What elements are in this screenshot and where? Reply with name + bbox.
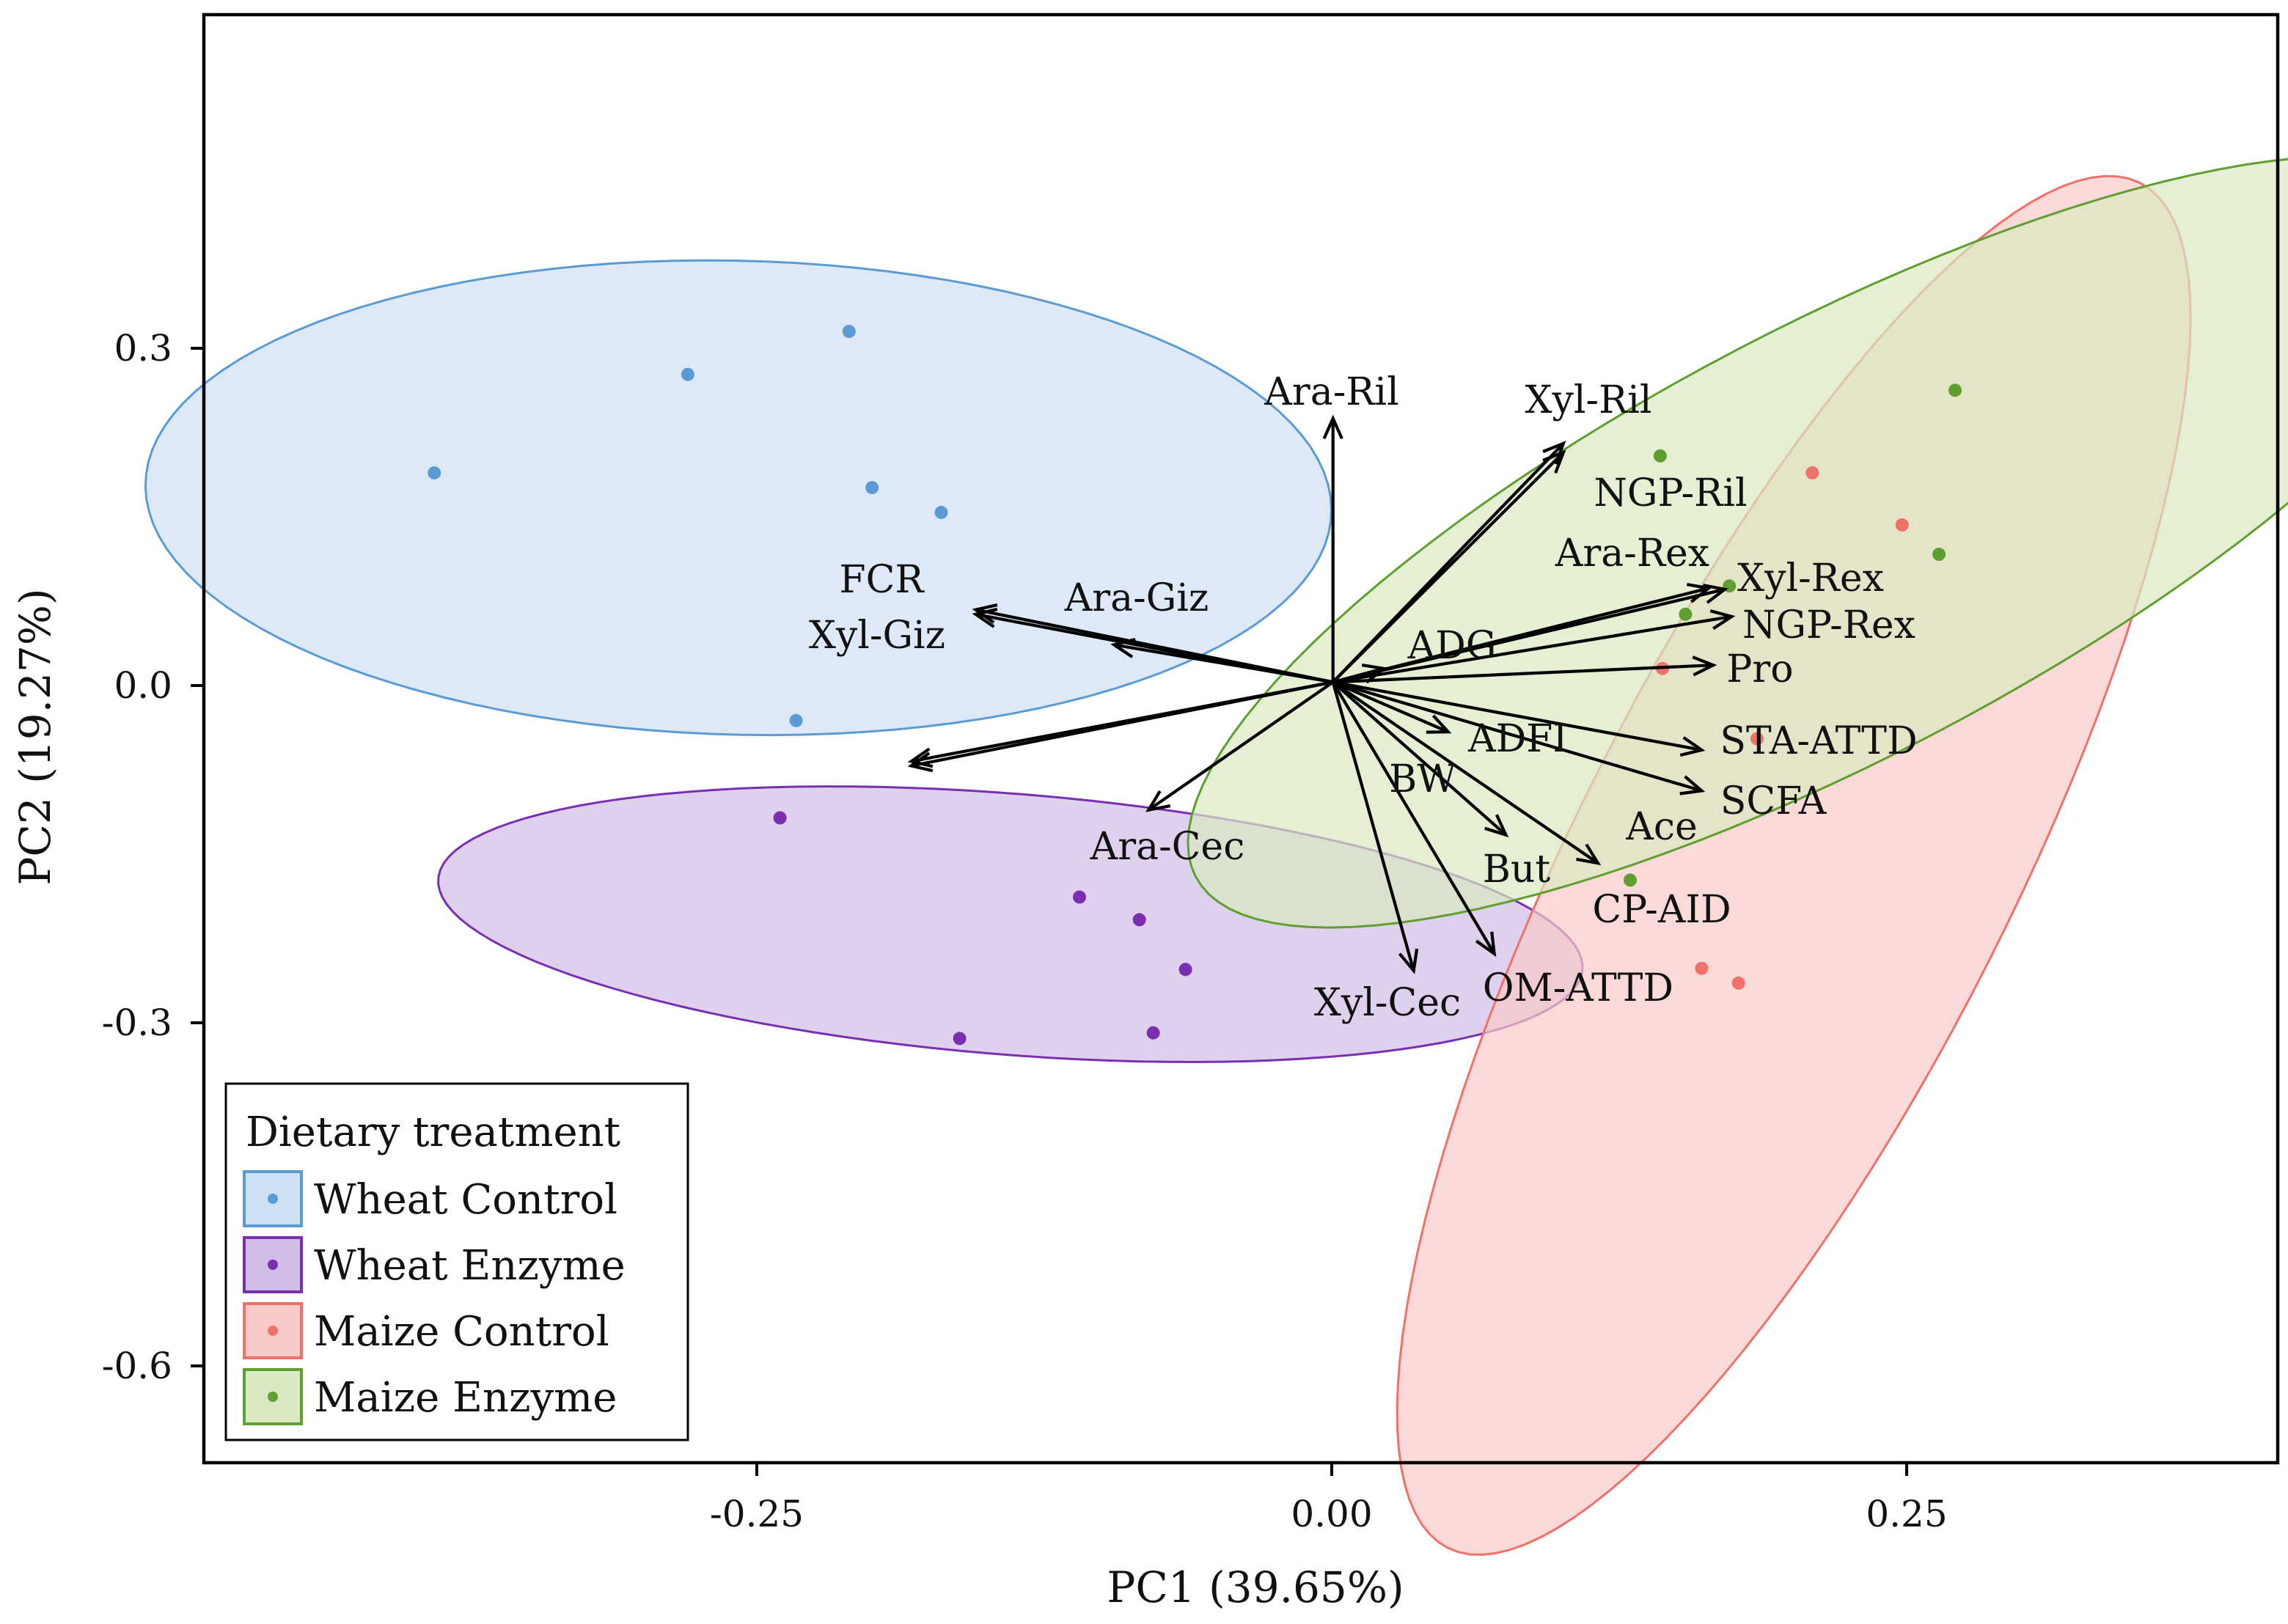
loading-label-cp-aid: Xyl-Cec (1314, 981, 1461, 1025)
point-wheat-enzyme (1178, 963, 1192, 977)
point-wheat-control (865, 481, 879, 494)
confidence-ellipses (144, 158, 2288, 1557)
loading-arrow-sta-attd (1332, 680, 1706, 757)
y-tick-label: 0.3 (114, 327, 172, 370)
point-maize-enzyme (1653, 449, 1667, 463)
point-maize-enzyme (1679, 607, 1693, 621)
score-points (428, 325, 1962, 1046)
loading-arrow-scfa (1332, 680, 1706, 796)
loading-arrow-ngp-ril (1332, 449, 1566, 683)
legend-swatch-dot (268, 1260, 278, 1270)
point-wheat-control (428, 466, 441, 480)
loading-arrow-pro (1332, 655, 1717, 684)
loading-label-ara-cec: Xyl-Giz (809, 614, 945, 658)
loading-label-pro: Pro (1726, 647, 1793, 691)
loading-label-ara-ril: Ara-Ril (1264, 370, 1398, 414)
plot-frame (202, 12, 2280, 1465)
legend-swatch-dot (268, 1194, 278, 1204)
loading-arrow-ace (1332, 680, 1602, 866)
loading-arrow-om-attd (1145, 680, 1334, 812)
y-tick-label: 0.0 (114, 664, 172, 707)
y-axis: 0.3 0.0 -0.3 -0.6 (102, 327, 204, 1387)
point-wheat-enzyme (953, 1032, 967, 1046)
loading-arrow-fcr (1110, 637, 1334, 684)
loading-labels: Ara-Ril Xyl-Ril NGP-Ril Ara-Rex Xyl-Rex … (809, 370, 1918, 1025)
loading-label-bw: BW (1389, 757, 1456, 801)
ellipse-maize-enzyme (1187, 158, 2288, 929)
ellipse-wheat-control (144, 259, 1333, 737)
point-maize-enzyme (1948, 383, 1962, 397)
loading-label-xyl-cec: FCR (839, 558, 925, 602)
point-maize-control (1731, 976, 1745, 990)
x-tick-label: 0.00 (1291, 1493, 1372, 1535)
loading-label-adfi: ADFI (1467, 717, 1568, 761)
legend-item-wheat-enzyme: Wheat Enzyme (243, 1236, 626, 1293)
point-maize-control (1695, 961, 1709, 975)
legend: Dietary treatment Wheat Control Wheat En… (224, 1082, 689, 1441)
loading-label-om-aid: OM-ATTD (1483, 966, 1673, 1010)
legend-item-maize-control: Maize Control (243, 1302, 609, 1359)
point-wheat-control (842, 325, 856, 338)
legend-item-wheat-control: Wheat Control (243, 1170, 617, 1227)
loading-label-but: But (1483, 848, 1551, 892)
loading-label-sta-attd: STA-ATTD (1720, 719, 1917, 763)
point-maize-control (1750, 732, 1764, 746)
legend-label: Maize Enzyme (314, 1374, 617, 1422)
loading-label-xyl-ril: Xyl-Ril (1525, 378, 1651, 422)
loading-label-om-attd: Ara-Cec (1090, 825, 1245, 869)
legend-title: Dietary treatment (246, 1109, 621, 1156)
point-wheat-control (934, 505, 948, 519)
legend-label: Wheat Control (314, 1176, 617, 1224)
point-wheat-control (789, 713, 803, 727)
loading-label-ngp-rex: NGP-Rex (1742, 603, 1915, 647)
x-axis: -0.25 0.00 0.25 (710, 1463, 1948, 1535)
x-axis-title: PC1 (39.65%) (1107, 1562, 1404, 1612)
loading-label-scfa: SCFA (1720, 779, 1827, 823)
point-wheat-enzyme (773, 811, 787, 825)
loading-label-fcr: Ara-Giz (1064, 576, 1209, 620)
loading-arrow-but (1331, 681, 1497, 958)
loading-arrow-xyl-rex (1332, 584, 1728, 684)
point-wheat-enzyme (1146, 1026, 1160, 1040)
legend-item-maize-enzyme: Maize Enzyme (243, 1368, 617, 1425)
x-tick-label: 0.25 (1866, 1493, 1947, 1535)
x-tick-label: -0.25 (710, 1493, 804, 1535)
point-maize-enzyme (1932, 548, 1946, 561)
loading-label-ngp-ril: NGP-Ril (1594, 471, 1747, 515)
y-tick-label: -0.6 (102, 1345, 172, 1387)
point-wheat-enzyme (1132, 913, 1146, 927)
loading-arrow-bw (1332, 680, 1509, 838)
point-maize-control (1895, 518, 1909, 532)
loading-label-ara-rex: Ara-Rex (1555, 532, 1709, 576)
point-wheat-enzyme (1073, 890, 1086, 904)
loading-arrow-ara-ril (1322, 414, 1343, 683)
loading-arrow-adfi (1332, 680, 1452, 734)
loading-arrow-ngp-rex (1332, 609, 1736, 684)
legend-label: Wheat Enzyme (314, 1242, 626, 1290)
loading-arrows (907, 414, 1736, 974)
point-wheat-control (681, 367, 694, 381)
loading-arrow-cp-aid (1331, 681, 1419, 974)
legend-swatch-dot (268, 1392, 278, 1402)
loading-label-adg: ADG (1407, 624, 1497, 668)
loading-arrow-ara-giz (907, 680, 1334, 773)
point-maize-control (1805, 466, 1819, 480)
legend-label: Maize Control (314, 1308, 609, 1356)
y-tick-label: -0.3 (102, 1002, 172, 1044)
legend-swatch-dot (268, 1326, 278, 1336)
loading-label-ace: Ace (1625, 805, 1697, 849)
point-maize-enzyme (1624, 873, 1637, 887)
loading-label-sta-aid: CP-AID (1592, 888, 1731, 932)
loading-arrow-adg (1332, 664, 1387, 684)
y-axis-title: PC2 (19.27%) (10, 588, 60, 885)
loading-label-xyl-rex: Xyl-Rex (1737, 556, 1884, 600)
